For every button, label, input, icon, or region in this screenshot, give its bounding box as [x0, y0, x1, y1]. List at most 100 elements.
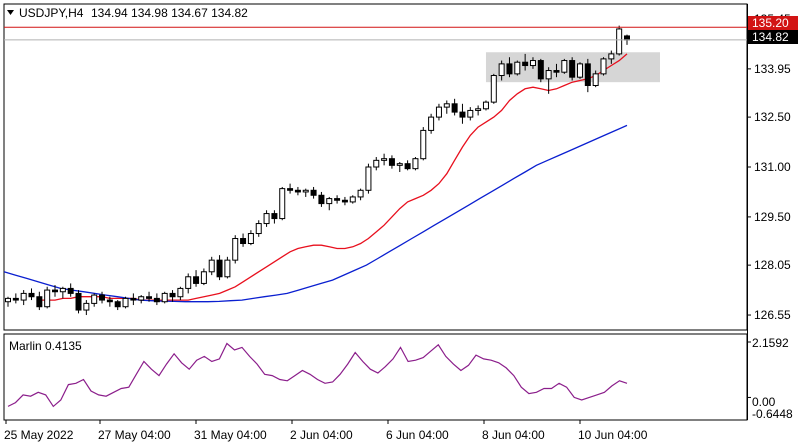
resistance-tag-label: 135.20	[752, 16, 789, 30]
candle-body	[247, 233, 254, 245]
price-tick-label: 128.05	[754, 258, 791, 272]
candle-body	[44, 289, 51, 308]
time-tick-label: 10 Jun 04:00	[578, 428, 648, 442]
price-tick-label: 133.95	[754, 62, 791, 76]
candle-body	[576, 63, 583, 78]
level-layer	[4, 26, 747, 41]
candle-body	[490, 75, 497, 103]
candle-body	[388, 158, 395, 166]
candle-body	[318, 194, 325, 205]
candle-body	[294, 189, 301, 193]
indicator-tick-max: 2.1592	[752, 336, 789, 350]
candle-body	[467, 109, 474, 118]
candle-body	[459, 111, 466, 118]
candle-body	[514, 61, 521, 75]
moving-average-layer	[3, 53, 628, 303]
candle-body	[224, 259, 231, 278]
time-tick-label: 31 May 04:00	[194, 428, 267, 442]
candle-body	[67, 287, 74, 294]
marlin-oscillator-line	[7, 342, 628, 408]
chevron-down-icon[interactable]	[7, 10, 14, 15]
candle-body	[569, 60, 576, 78]
candle-body	[357, 189, 364, 198]
candle-body	[482, 101, 489, 110]
candle-body	[412, 158, 419, 170]
current-price-tag-label: 134.82	[752, 30, 789, 44]
candle-body	[91, 294, 98, 304]
candle-body	[153, 297, 160, 303]
time-tick-label: 25 May 2022	[4, 428, 74, 442]
candle-body	[20, 292, 27, 301]
candle-body	[208, 259, 215, 273]
candle-body	[240, 238, 247, 245]
time-tick-label: 6 Jun 04:00	[386, 428, 449, 442]
candle-body	[506, 63, 513, 75]
candle-layer	[5, 25, 630, 316]
candle-body	[302, 189, 309, 193]
indicator-label: Marlin 0.4135	[9, 339, 82, 353]
chart-header: USDJPY,H4 134.94 134.98 134.67 134.82	[7, 6, 248, 20]
price-tick-label: 132.50	[754, 110, 791, 124]
candle-body	[420, 129, 427, 160]
candle-body	[193, 276, 200, 284]
candle-body	[36, 296, 43, 308]
candle-body	[287, 188, 294, 191]
candle-body	[59, 287, 66, 293]
candle-body	[396, 163, 403, 166]
ohlc-values: 134.94 134.98 134.67 134.82	[91, 6, 248, 20]
candle-body	[138, 296, 145, 301]
candle-body	[130, 297, 137, 301]
candle-body	[122, 297, 129, 308]
candle-body	[114, 301, 121, 308]
candle-body	[232, 238, 239, 261]
indicator-layer	[7, 341, 751, 408]
candle-body	[279, 188, 286, 220]
time-tick-label: 27 May 04:00	[98, 428, 171, 442]
candle-body	[334, 198, 341, 201]
candle-body	[255, 223, 262, 235]
candle-body	[616, 28, 623, 55]
candle-body	[99, 294, 106, 301]
symbol-label: USDJPY,H4	[19, 6, 84, 20]
candle-body	[326, 198, 333, 205]
resistance-tag	[748, 16, 798, 30]
price-tick-label: 126.55	[754, 308, 791, 322]
candle-body	[600, 58, 607, 75]
candle-body	[404, 163, 411, 170]
candle-body	[200, 271, 207, 284]
candle-body	[498, 63, 505, 77]
candle-body	[365, 166, 372, 191]
candle-body	[435, 106, 442, 118]
blue-moving-average-line	[3, 124, 628, 303]
current-price-tag	[748, 30, 798, 44]
candle-body	[83, 302, 90, 311]
indicator-panel	[3, 333, 748, 421]
candle-body	[28, 292, 35, 298]
candle-body	[545, 70, 552, 80]
candle-body	[592, 73, 599, 86]
candle-body	[561, 60, 568, 73]
candle-body	[185, 276, 192, 289]
candle-body	[537, 60, 544, 80]
candle-body	[271, 213, 278, 220]
candle-body	[263, 213, 270, 225]
price-tick-label: 129.50	[754, 210, 791, 224]
candle-body	[428, 116, 435, 131]
candle-body	[584, 63, 591, 86]
candle-body	[381, 158, 388, 161]
candle-body	[169, 292, 176, 298]
candle-body	[624, 35, 630, 41]
candle-body	[608, 53, 615, 60]
candle-body	[451, 103, 458, 113]
candle-body	[146, 296, 153, 299]
indicator-tick-min: -0.6448	[752, 407, 793, 421]
price-tick-label: 131.00	[754, 160, 791, 174]
time-tick-label: 2 Jun 04:00	[290, 428, 353, 442]
candle-body	[443, 103, 450, 108]
candle-body	[12, 297, 19, 301]
candle-body	[341, 199, 348, 203]
candle-body	[553, 70, 560, 73]
candle-body	[161, 292, 168, 303]
